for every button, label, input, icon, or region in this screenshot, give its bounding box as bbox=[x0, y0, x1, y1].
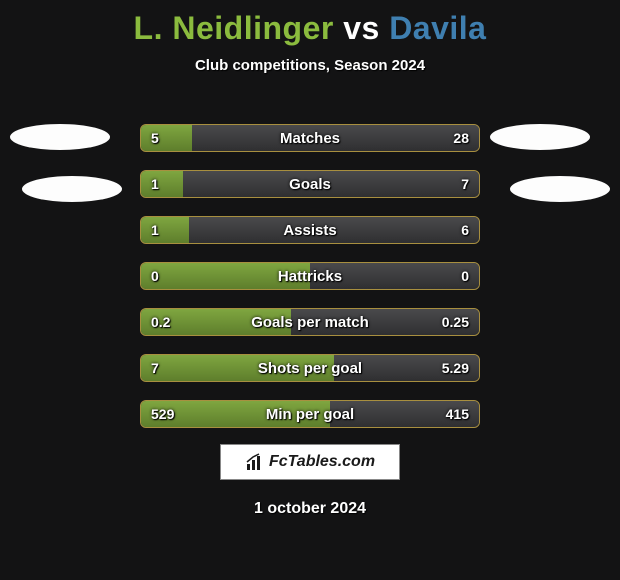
bar-right-fill bbox=[192, 125, 479, 151]
bar-right-fill bbox=[310, 263, 479, 289]
stats-bars: 528Matches 17Goals 16Assists 00Hattricks 0.2… bbox=[140, 124, 480, 446]
bar-right-fill bbox=[189, 217, 479, 243]
stat-row: 529415Min per goal bbox=[140, 400, 480, 428]
bar-left-fill bbox=[141, 263, 310, 289]
bar-right-fill bbox=[330, 401, 479, 427]
logo-chart-icon bbox=[245, 452, 265, 472]
logo-text: FcTables.com bbox=[269, 453, 375, 471]
side-ellipse bbox=[10, 124, 110, 150]
stat-row: 00Hattricks bbox=[140, 262, 480, 290]
side-ellipse bbox=[22, 176, 122, 202]
stat-row: 17Goals bbox=[140, 170, 480, 198]
bar-left-fill bbox=[141, 401, 330, 427]
comparison-title: L. Neidlinger vs Davila bbox=[0, 0, 620, 47]
player1-name: L. Neidlinger bbox=[134, 10, 334, 46]
bar-left-fill bbox=[141, 217, 189, 243]
bar-left-fill bbox=[141, 125, 192, 151]
bar-left-fill bbox=[141, 171, 183, 197]
bar-right-fill bbox=[183, 171, 479, 197]
side-ellipse bbox=[490, 124, 590, 150]
bar-right-fill bbox=[334, 355, 479, 381]
subtitle: Club competitions, Season 2024 bbox=[0, 57, 620, 74]
player2-name: Davila bbox=[389, 10, 486, 46]
bar-left-fill bbox=[141, 355, 334, 381]
bar-right-fill bbox=[291, 309, 479, 335]
stat-row: 16Assists bbox=[140, 216, 480, 244]
date-line: 1 october 2024 bbox=[0, 500, 620, 518]
bar-left-fill bbox=[141, 309, 291, 335]
stat-row: 0.20.25Goals per match bbox=[140, 308, 480, 336]
side-ellipse bbox=[510, 176, 610, 202]
stat-row: 528Matches bbox=[140, 124, 480, 152]
stat-row: 75.29Shots per goal bbox=[140, 354, 480, 382]
fctables-logo: FcTables.com bbox=[220, 444, 400, 480]
vs-separator: vs bbox=[334, 10, 389, 46]
